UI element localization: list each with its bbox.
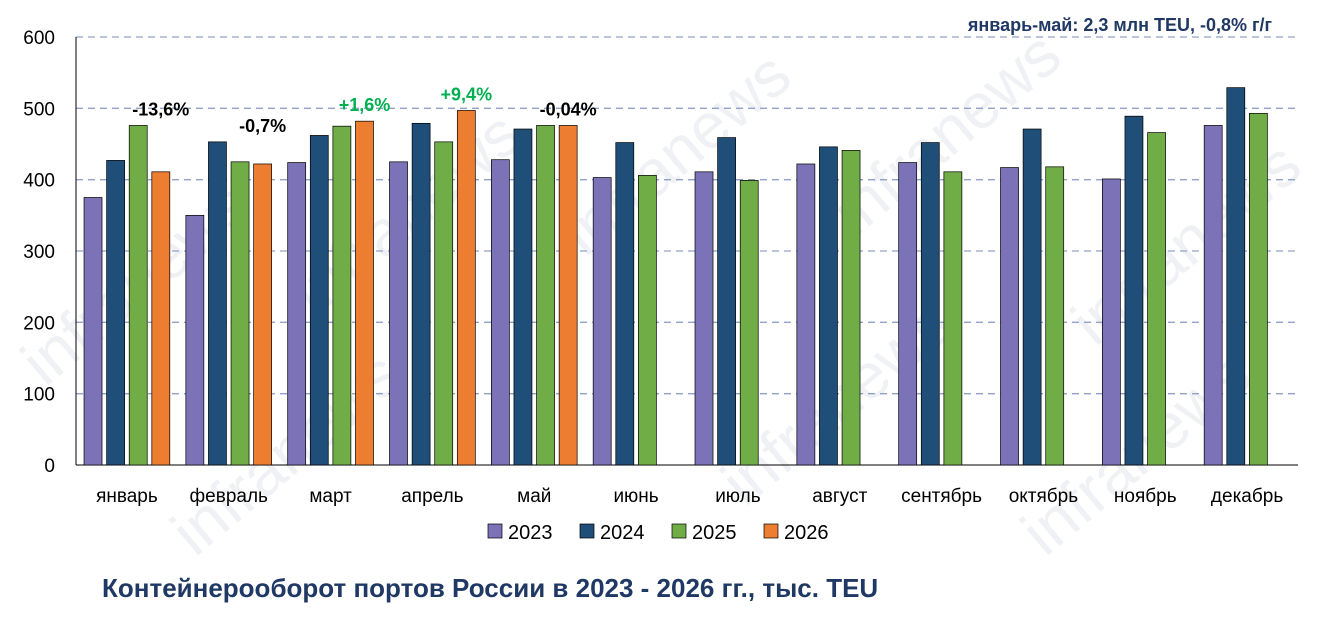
bar-2024-январь — [106, 160, 125, 466]
bar-2023-февраль — [185, 214, 205, 466]
annotation-label: +9,4% — [441, 84, 493, 104]
bar-2025-март — [332, 125, 352, 466]
bar-2024-октябрь — [1022, 128, 1042, 466]
legend-swatch-2024 — [579, 523, 595, 539]
bar-2025-ноябрь — [1147, 132, 1166, 466]
x-category-label: июль — [715, 486, 761, 507]
y-tick-label: 100 — [23, 385, 55, 406]
legend-swatch-2023 — [487, 523, 503, 539]
bar-2024-апрель — [411, 122, 431, 466]
bar-2023-июнь — [592, 177, 612, 466]
x-category-label: январь — [96, 486, 158, 507]
bars — [83, 87, 1268, 466]
bar-2024-май — [513, 128, 533, 466]
y-tick-label: 500 — [23, 99, 55, 120]
bar-2024-сентябрь — [920, 142, 940, 466]
bar-2025-апрель — [434, 141, 454, 466]
y-tick-label: 400 — [23, 171, 55, 192]
y-tick-label: 300 — [23, 242, 55, 263]
x-category-label: октябрь — [1009, 486, 1079, 507]
watermark-text: infranews — [1058, 128, 1314, 359]
bar-2025-август — [841, 150, 861, 466]
bar-2023-август — [796, 163, 816, 466]
x-category-label: февраль — [190, 486, 269, 507]
bar-2025-июнь — [638, 175, 657, 466]
legend-label-2023: 2023 — [508, 522, 553, 544]
y-tick-label: 600 — [23, 28, 55, 49]
bar-2024-февраль — [208, 141, 227, 466]
y-tick-label: 200 — [23, 313, 55, 334]
bar-2024-июль — [717, 137, 736, 466]
x-category-label: май — [517, 486, 551, 507]
bar-2025-январь — [128, 125, 148, 466]
bar-2023-январь — [83, 197, 103, 466]
x-category-label: апрель — [401, 486, 463, 507]
x-category-label: ноябрь — [1114, 486, 1177, 507]
bar-2024-ноябрь — [1124, 115, 1144, 466]
bar-2023-март — [287, 162, 307, 466]
bar-2024-декабрь — [1226, 87, 1246, 466]
bar-2026-март — [355, 120, 374, 466]
x-category-label: сентябрь — [901, 486, 982, 507]
bar-2025-декабрь — [1249, 112, 1268, 466]
x-category-label: март — [309, 486, 352, 507]
legend-label-2024: 2024 — [600, 522, 645, 544]
annotation-label: -0,7% — [239, 116, 286, 136]
annotation-label: -13,6% — [132, 99, 189, 119]
legend-label-2025: 2025 — [692, 522, 737, 544]
legend: 2023 2024 2025 2026 — [487, 522, 829, 544]
annotation-label: +1,6% — [339, 95, 391, 115]
bar-2024-август — [819, 146, 838, 466]
chart-title: Контейнерооборот портов России в 2023 - … — [102, 573, 878, 603]
bar-2023-май — [491, 159, 510, 466]
bar-2026-апрель — [456, 110, 476, 466]
bar-2024-июнь — [615, 142, 635, 466]
legend-label-2026: 2026 — [784, 522, 829, 544]
x-category-label: июнь — [613, 486, 658, 507]
x-category-label: август — [812, 486, 867, 507]
bar-2025-июль — [739, 180, 759, 466]
bar-2023-июль — [694, 171, 714, 466]
bar-2026-январь — [151, 171, 171, 466]
bar-2023-сентябрь — [898, 162, 918, 466]
x-axis-categories: январь февраль март апрель май июнь июль август… — [96, 486, 1283, 507]
legend-swatch-2026 — [763, 523, 779, 539]
watermark-text: infranews — [548, 38, 804, 269]
bar-2023-декабрь — [1203, 125, 1223, 466]
bar-2023-октябрь — [1000, 167, 1019, 466]
bar-2025-сентябрь — [943, 171, 963, 466]
bar-2025-февраль — [230, 161, 250, 466]
y-tick-label: 0 — [44, 456, 55, 477]
annotation-label: -0,04% — [540, 99, 597, 119]
bar-2023-ноябрь — [1101, 178, 1121, 466]
legend-swatch-2025 — [671, 523, 687, 539]
bar-2025-май — [536, 125, 555, 466]
bar-2025-октябрь — [1045, 166, 1065, 466]
bar-2024-март — [309, 135, 329, 466]
summary-note: январь-май: 2,3 млн TEU, -0,8% г/г — [967, 15, 1273, 35]
bar-2023-апрель — [389, 161, 408, 466]
y-axis-ticks: 0 100 200 300 400 500 600 — [23, 28, 55, 477]
bar-2026-февраль — [253, 163, 272, 466]
x-category-label: декабрь — [1211, 486, 1283, 507]
change-annotations: -13,6% -0,7% +1,6% +9,4% -0,04% — [132, 84, 596, 135]
bar-2026-май — [558, 125, 578, 466]
